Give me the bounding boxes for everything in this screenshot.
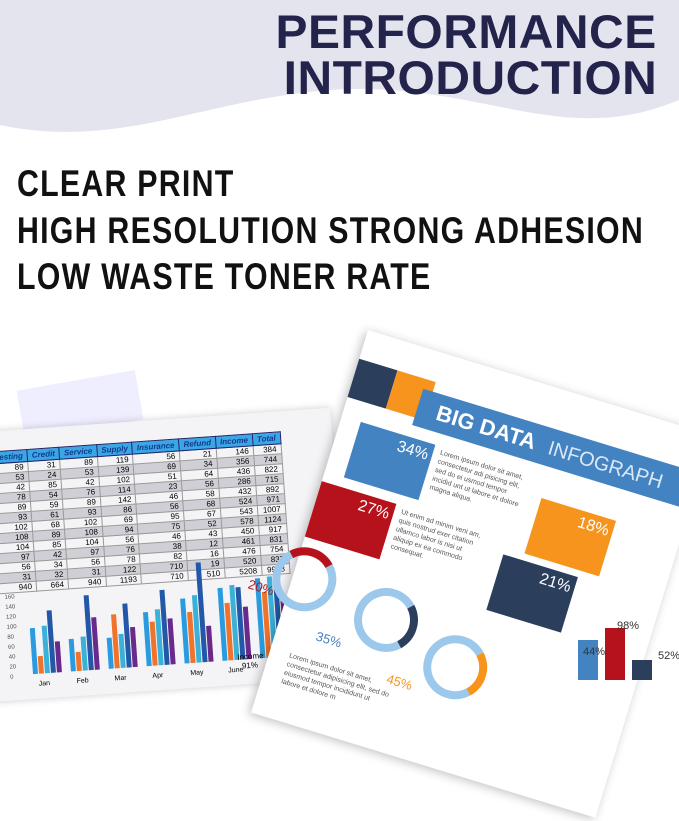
chart-bar <box>195 562 208 663</box>
chart-bar <box>167 618 176 665</box>
title-line-1: PERFORMANCE <box>275 5 657 58</box>
bar-label: 98% <box>617 620 640 632</box>
chart-bar <box>224 602 234 661</box>
y-tick-label: 60 <box>8 644 16 650</box>
chart-bar <box>91 617 100 670</box>
title-line-2: INTRODUCTION <box>283 51 657 104</box>
banner-title: BIG DATA <box>433 400 540 455</box>
chart-bar <box>235 586 246 660</box>
y-tick-label: 120 <box>6 614 17 621</box>
y-tick-label: 80 <box>7 634 15 640</box>
x-tick-label: Apr <box>152 672 164 680</box>
chart-bar <box>254 578 266 659</box>
chart-bar <box>206 625 214 662</box>
chart-bar <box>159 589 170 665</box>
chart-bar <box>75 651 82 672</box>
y-tick-label: 20 <box>9 664 17 670</box>
tile-cloud-network: 27% <box>304 481 397 560</box>
y-tick-label: 0 <box>10 674 14 680</box>
chart-bar <box>37 655 44 674</box>
y-tick-label: 140 <box>5 604 16 611</box>
bar-label: 44% <box>583 646 606 658</box>
chart-bar <box>261 591 272 658</box>
chart-bar <box>242 606 252 660</box>
lorem-text: Ut enim ad minim veni am, quis nostrud e… <box>389 508 482 563</box>
bar-chart: JanFebMarAprMayJuneJuly02040608010012014… <box>4 562 290 688</box>
chart-bar <box>46 610 56 673</box>
spreadsheet-printout: Investing Credit Service Supply Insurance Ref… <box>0 407 349 703</box>
chart-bar <box>129 626 138 668</box>
lorem-text: Lorem ipsum dolor sit amet, consectetur … <box>280 652 390 703</box>
chart-bar <box>111 614 120 669</box>
chart-bar <box>68 638 76 672</box>
infographic-printout: BIG DATAINFOGRAPH 34% Lorem ipsum dolor … <box>246 330 679 818</box>
x-tick-label: May <box>190 669 204 677</box>
bar-label: 52% <box>658 650 679 662</box>
income-pct: 91% <box>241 660 259 671</box>
chart-bar <box>217 587 228 661</box>
chart-bar <box>229 584 240 661</box>
chart-bar <box>149 621 158 666</box>
chart-bar <box>54 641 62 673</box>
bar-52 <box>632 660 652 680</box>
feature-high-resolution: HIGH RESOLUTION STRONG ADHESION <box>17 210 644 251</box>
ring-chart <box>415 627 496 708</box>
lorem-text: Lorem ipsum dolor sit amet, consectetur … <box>428 449 524 509</box>
chart-bar <box>83 595 94 671</box>
chart-bar <box>187 611 196 664</box>
x-tick-label: Feb <box>76 677 89 685</box>
chart-bar <box>41 625 50 674</box>
bar-98 <box>605 628 625 680</box>
x-tick-label: Jan <box>38 680 50 688</box>
chart-bar <box>106 637 114 669</box>
chart-bar <box>142 611 152 667</box>
chart-bar <box>191 595 202 663</box>
banner-subtitle: INFOGRAPH <box>545 437 666 494</box>
chart-bar <box>154 609 164 666</box>
chart-bar <box>122 603 132 668</box>
chart-bar <box>180 598 190 664</box>
x-tick-label: June <box>228 666 244 674</box>
ring-chart <box>346 579 426 660</box>
chart-bar <box>80 636 88 671</box>
tile-cloud-hierarchy: 21% <box>486 554 578 633</box>
y-tick-label: 100 <box>7 624 18 631</box>
feature-clear-print: CLEAR PRINT <box>17 163 235 204</box>
feature-low-waste: LOW WASTE TONER RATE <box>17 256 432 297</box>
ring-pct: 35% <box>314 628 344 651</box>
chart-bar <box>29 627 38 675</box>
chart-bar <box>118 633 126 669</box>
bar-44 <box>578 640 598 680</box>
y-tick-label: 160 <box>4 594 15 601</box>
header-wave-background <box>0 0 679 132</box>
y-tick-label: 40 <box>9 654 17 660</box>
tile-cloud-document: 34% <box>343 421 436 501</box>
